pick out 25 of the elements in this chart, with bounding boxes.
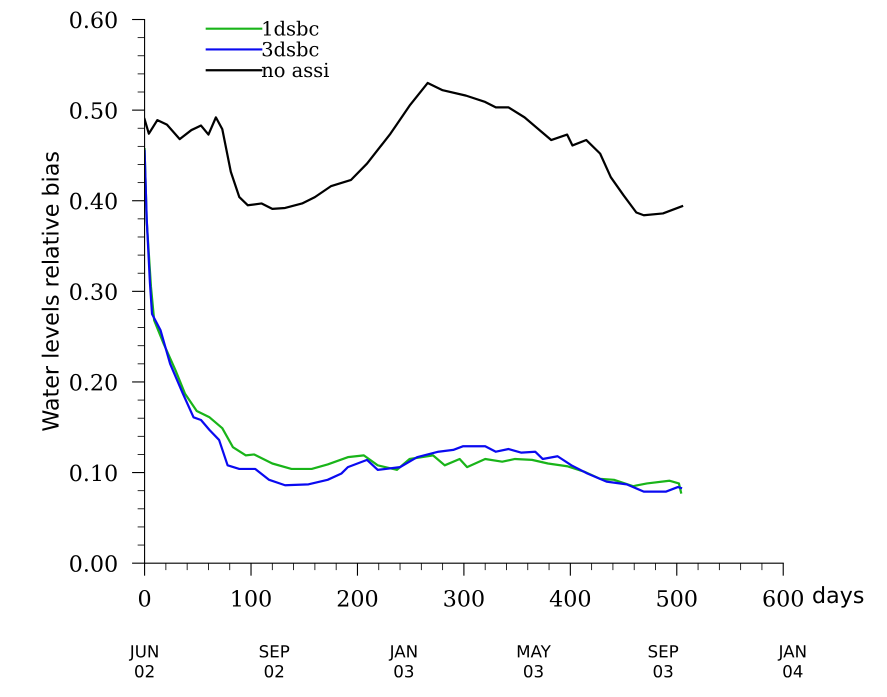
y-tick-label: 0.40 — [70, 192, 117, 210]
y-axis-title: Water levels relative bias — [42, 152, 59, 431]
x-tick-label: 400 — [550, 590, 590, 607]
x-tick-label: 300 — [444, 590, 484, 607]
y-tick-label: 0.10 — [70, 464, 117, 482]
text: MAY 03 — [518, 645, 551, 678]
x-tick-label: 200 — [338, 590, 378, 607]
text: JAN 03 — [388, 645, 416, 678]
text: SEP 03 — [648, 645, 678, 678]
y-tick-label: 0.20 — [70, 374, 117, 391]
x-axis-title: days — [813, 586, 864, 608]
text: JAN 04 — [778, 645, 806, 678]
x-tick-label: 500 — [657, 590, 697, 607]
text: JUN 02 — [128, 645, 158, 678]
text: SEP 02 — [260, 645, 290, 678]
x-tick-label: 100 — [232, 590, 271, 607]
y-tick-label: 0.00 — [70, 555, 117, 572]
x-tick-label: 600 — [764, 590, 803, 607]
y-tick-label: 0.60 — [70, 11, 117, 28]
legend-label: no assi — [262, 62, 329, 78]
y-tick-label: 0.30 — [70, 283, 117, 300]
legend-label: 1dsbc — [264, 20, 318, 36]
legend-label: 3dsbc — [262, 41, 318, 57]
y-tick-label: 0.50 — [70, 102, 117, 119]
x-tick-label: 0 — [138, 590, 150, 607]
